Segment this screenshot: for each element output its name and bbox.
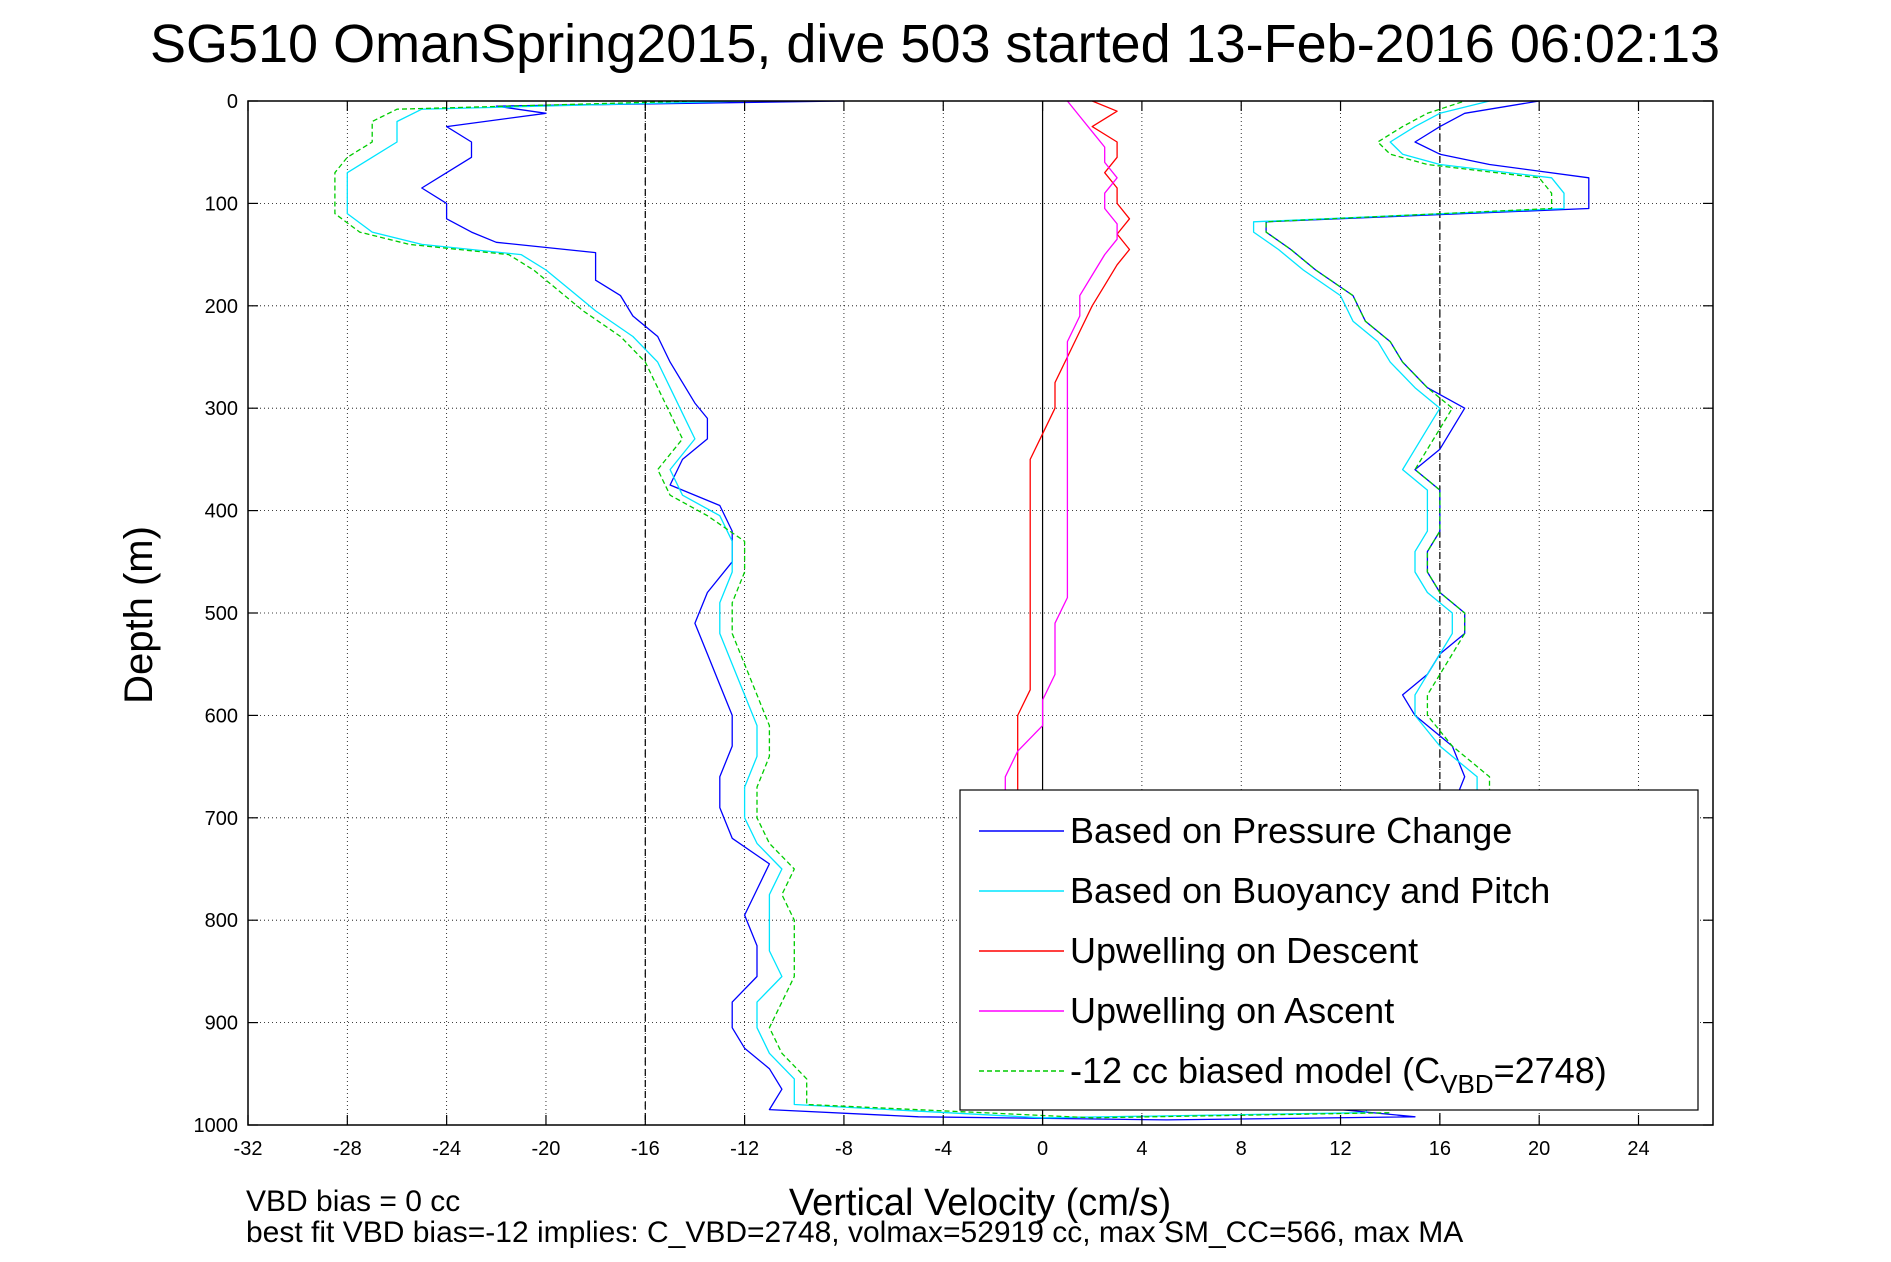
legend-subscript: VBD bbox=[1440, 1069, 1493, 1099]
x-tick-label: 4 bbox=[1136, 1138, 1147, 1160]
y-tick-label: 100 bbox=[205, 193, 238, 215]
y-tick-label: 900 bbox=[205, 1013, 238, 1035]
legend-suffix: =2748) bbox=[1494, 1050, 1607, 1091]
y-tick-label: 0 bbox=[227, 91, 238, 113]
y-tick-label: 200 bbox=[205, 296, 238, 318]
y-tick-label: 700 bbox=[205, 808, 238, 830]
x-tick-label: -16 bbox=[631, 1138, 660, 1160]
x-tick-label: -24 bbox=[432, 1138, 461, 1160]
y-tick-label: 300 bbox=[205, 398, 238, 420]
y-tick-label: 400 bbox=[205, 501, 238, 523]
y-tick-label: 500 bbox=[205, 603, 238, 625]
legend-label: Upwelling on Ascent bbox=[1070, 990, 1394, 1031]
footer-bestfit-text: best fit VBD bias=-12 implies: C_VBD=274… bbox=[246, 1216, 1463, 1249]
x-tick-label: -4 bbox=[934, 1138, 952, 1160]
legend-box bbox=[959, 789, 1699, 1111]
legend: Based on Pressure Change Based on Buoyanc… bbox=[959, 789, 1699, 1111]
x-tick-labels: -32 -28 -24 -20 -16 -12 -8 -4 0 4 8 12 16 20 24 bbox=[234, 101, 1650, 1160]
y-tick-label: 800 bbox=[205, 910, 238, 932]
footer-bias-text: VBD bias = 0 cc bbox=[246, 1185, 460, 1218]
x-tick-label: 12 bbox=[1329, 1138, 1351, 1160]
y-axis-label: Depth (m) bbox=[117, 526, 161, 704]
chart-title: SG510 OmanSpring2015, dive 503 started 1… bbox=[150, 14, 1720, 74]
x-tick-label: -32 bbox=[234, 1138, 263, 1160]
x-tick-label: -28 bbox=[333, 1138, 362, 1160]
x-tick-label: -12 bbox=[730, 1138, 759, 1160]
series-line bbox=[1004, 100, 1118, 798]
x-tick-label: 20 bbox=[1528, 1138, 1550, 1160]
x-tick-label: 0 bbox=[1037, 1138, 1048, 1160]
x-axis-label: Vertical Velocity (cm/s) bbox=[789, 1182, 1171, 1224]
y-tick-label: 600 bbox=[205, 705, 238, 727]
x-tick-label: 24 bbox=[1627, 1138, 1649, 1160]
legend-label: Upwelling on Descent bbox=[1070, 930, 1418, 971]
y-tick-label: 1000 bbox=[194, 1115, 239, 1137]
legend-label: Based on Pressure Change bbox=[1070, 810, 1512, 851]
legend-label: Based on Buoyancy and Pitch bbox=[1070, 870, 1550, 911]
x-tick-label: 16 bbox=[1429, 1138, 1451, 1160]
y-tick-labels: 0 100 200 300 400 500 600 700 800 900 1000 bbox=[194, 91, 1713, 1137]
x-tick-label: -8 bbox=[835, 1138, 853, 1160]
x-tick-label: 8 bbox=[1236, 1138, 1247, 1160]
legend-label: -12 cc biased model (CVBD=2748) bbox=[1070, 1050, 1607, 1099]
x-tick-label: -20 bbox=[532, 1138, 561, 1160]
